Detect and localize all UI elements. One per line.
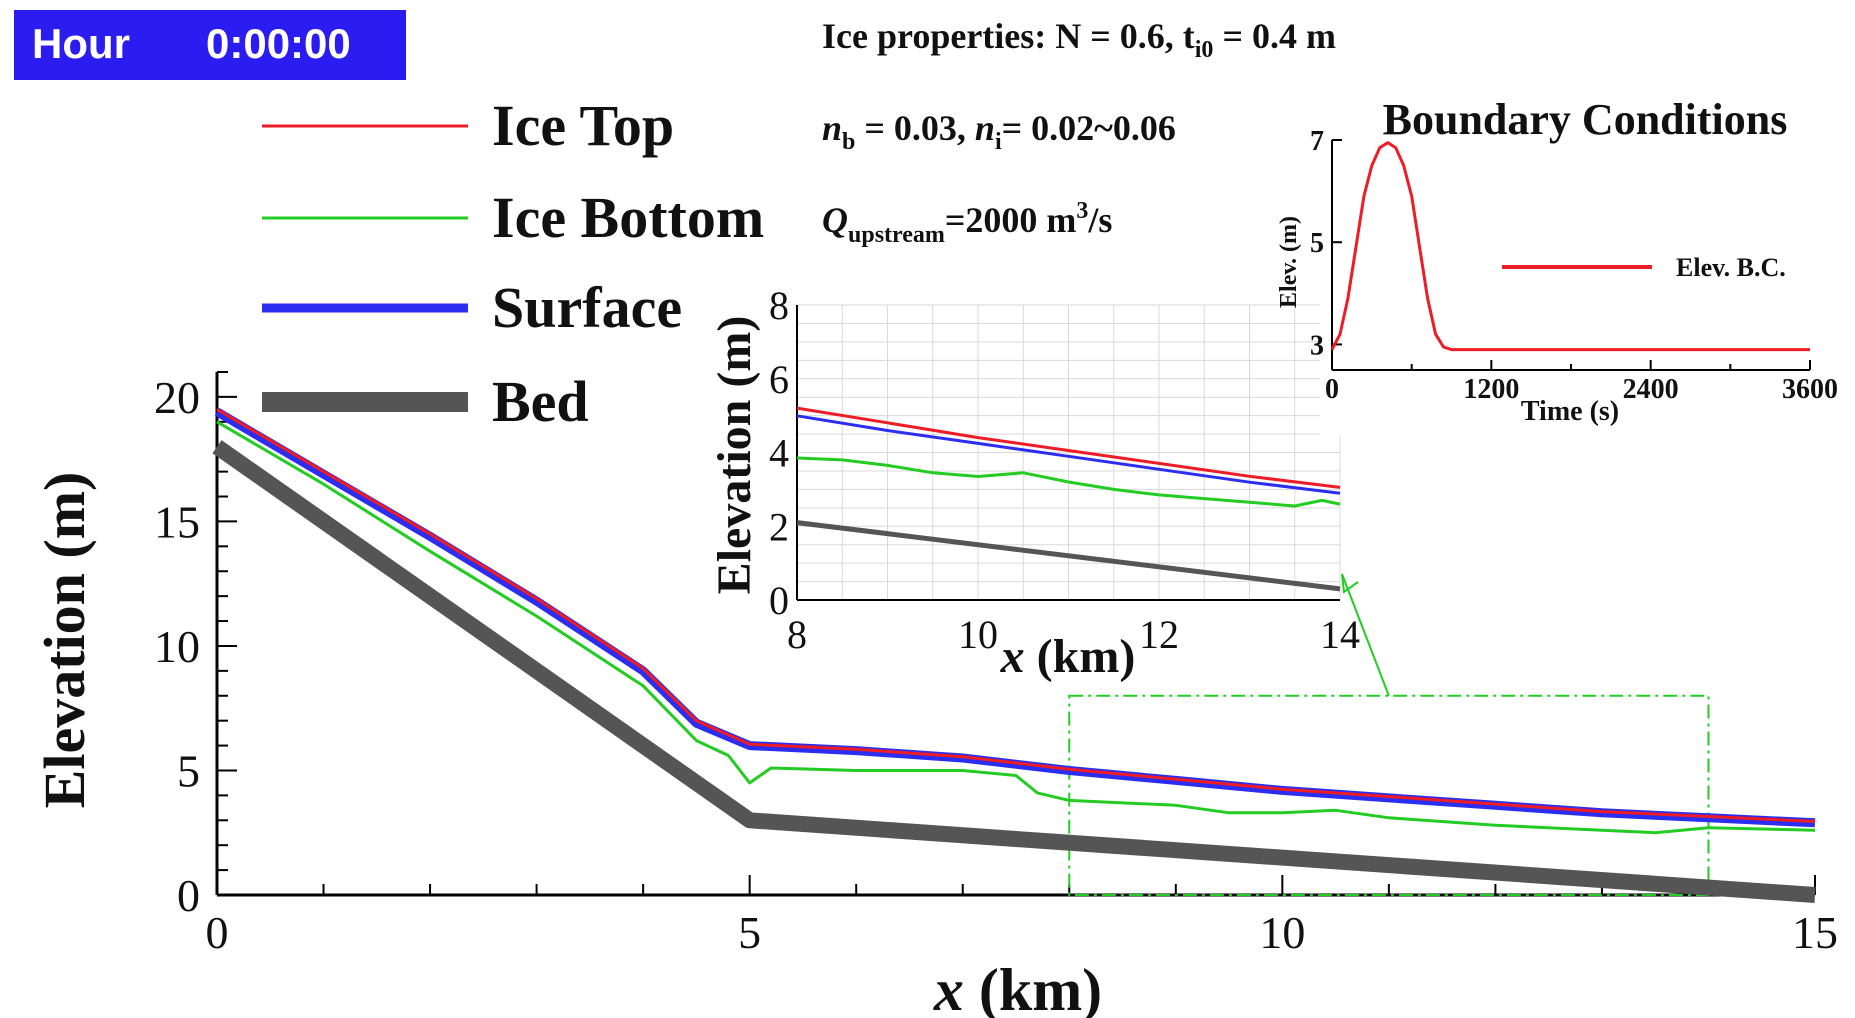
main-x-tick-label: 10 <box>1259 907 1305 958</box>
bc-x-tick-label: 0 <box>1325 374 1339 405</box>
main-y-tick-label: 0 <box>177 870 200 921</box>
inset-y-tick-label: 8 <box>769 283 789 328</box>
inset-series <box>796 406 1341 592</box>
main-series-bed <box>212 440 1816 903</box>
bc-title: Boundary Conditions <box>1383 95 1788 144</box>
ice-properties-text: Ice properties: N = 0.6, ti0 = 0.4 m <box>822 16 1336 63</box>
legend-label-ice-top: Ice Top <box>492 93 674 158</box>
main-x-axis-var: x <box>933 957 964 1018</box>
zoom-arrow-head <box>1341 573 1359 594</box>
discharge-text: Qupstream=2000 m3/s <box>822 198 1112 248</box>
main-y-tick-label: 20 <box>154 372 200 423</box>
legend-label-surface: Surface <box>492 275 682 340</box>
inset-y-tick-label: 4 <box>769 431 789 476</box>
main-x-axis-label: x (km) <box>933 957 1102 1018</box>
bc-y-tick-label: 7 <box>1310 126 1324 157</box>
main-x-tick-label: 0 <box>206 907 229 958</box>
bc-x-tick-label: 1200 <box>1463 374 1519 405</box>
bc-y-axis-label: Elev. (m) <box>1276 216 1302 308</box>
bc-x-tick-label: 3600 <box>1782 374 1838 405</box>
main-x-tick-label: 15 <box>1792 907 1838 958</box>
inset-x-tick-label: 12 <box>1139 612 1179 657</box>
inset-series-ice-top <box>796 406 1341 489</box>
main-y-axis-label: Elevation (m) <box>32 472 97 809</box>
timer-label: Hour <box>32 20 130 67</box>
inset-x-tick-label: 14 <box>1320 612 1360 657</box>
bc-x-axis-label: Time (s) <box>1521 396 1619 427</box>
inset-y-tick-label: 0 <box>769 578 789 623</box>
legend: Ice Top Ice Bottom Surface Bed <box>262 93 764 434</box>
bc-axes: Boundary Conditions 0 1200 2400 3600 3 5 7 Time … <box>1276 95 1838 427</box>
inset-x-tick-label: 10 <box>958 612 998 657</box>
inset-series-ice-bottom <box>796 456 1341 508</box>
legend-label-ice-bottom: Ice Bottom <box>492 185 764 250</box>
inset-series-bed <box>796 520 1341 592</box>
bc-series-elev <box>1330 141 1810 352</box>
inset-y-tick-label: 2 <box>769 504 789 549</box>
roughness-text: nb = 0.03, ni= 0.02~0.06 <box>822 108 1176 155</box>
inset-x-tick-label: 8 <box>787 612 807 657</box>
zoom-indicator <box>1068 573 1710 896</box>
bc-legend-label: Elev. B.C. <box>1676 253 1786 282</box>
main-series <box>212 407 1816 903</box>
legend-label-bed: Bed <box>492 369 589 434</box>
inset-y-axis-label: Elevation (m) <box>708 316 761 595</box>
main-x-axis-unit: (km) <box>964 957 1102 1018</box>
inset-series-surface <box>796 414 1341 495</box>
main-series-ice-bottom <box>216 420 1816 835</box>
zoom-box <box>1068 694 1710 896</box>
bc-x-tick-label: 2400 <box>1623 374 1679 405</box>
timer-badge: Hour 0:00:00 <box>14 10 406 80</box>
main-y-tick-label: 5 <box>177 745 200 796</box>
bc-series: Elev. B.C. <box>1330 141 1810 352</box>
bc-y-tick-label: 3 <box>1310 330 1324 361</box>
inset-x-axis-label: x (km) <box>1000 630 1136 683</box>
main-y-tick-label: 15 <box>154 496 200 547</box>
inset-y-tick-label: 6 <box>769 357 789 402</box>
main-x-tick-label: 5 <box>738 907 761 958</box>
inset-axes: 8 10 12 14 0 2 4 6 8 x (km) Elevation (m) <box>708 283 1360 683</box>
inset-x-axis-unit: (km) <box>1025 630 1136 683</box>
bc-y-tick-label: 5 <box>1310 228 1324 259</box>
inset-x-axis-var: x <box>1000 630 1025 683</box>
zoom-arrow-line <box>1341 573 1390 697</box>
main-series-ice-top <box>216 408 1816 823</box>
timer-value: 0:00:00 <box>206 20 351 67</box>
main-y-tick-label: 10 <box>154 621 200 672</box>
